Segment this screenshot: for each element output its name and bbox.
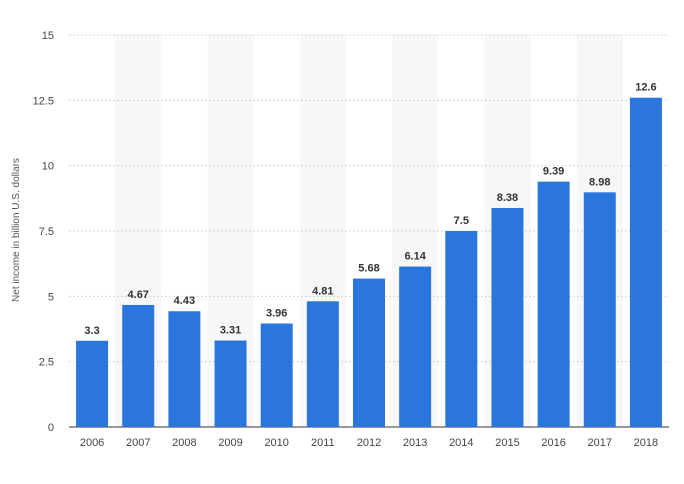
y-axis-ticks: 0 2.5 5 7.5 10 12.5 15 xyxy=(33,30,54,434)
y-axis-title: Net income in billion U.S. dollars xyxy=(11,158,22,302)
bar xyxy=(629,97,662,427)
bar xyxy=(445,231,478,427)
data-label: 4.81 xyxy=(312,285,333,297)
y-tick-label: 15 xyxy=(42,30,54,42)
x-tick-label: 2007 xyxy=(126,437,150,449)
y-tick-label: 7.5 xyxy=(39,226,54,238)
x-tick-label: 2018 xyxy=(634,437,658,449)
y-tick-label: 5 xyxy=(48,291,54,303)
bar xyxy=(76,340,109,427)
x-tick-label: 2014 xyxy=(449,437,473,449)
x-tick-label: 2006 xyxy=(80,437,104,449)
x-tick-label: 2017 xyxy=(588,437,612,449)
data-label: 3.3 xyxy=(84,325,99,337)
y-tick-label: 10 xyxy=(42,161,54,173)
data-label: 6.14 xyxy=(404,251,426,263)
data-label: 8.98 xyxy=(589,176,610,188)
bar xyxy=(399,266,432,427)
x-tick-label: 2008 xyxy=(172,437,196,449)
x-tick-label: 2011 xyxy=(311,437,335,449)
y-tick-label: 0 xyxy=(48,422,54,434)
bar xyxy=(583,192,616,427)
bar xyxy=(260,323,293,427)
data-label: 4.43 xyxy=(174,295,195,307)
bar xyxy=(491,208,524,427)
data-label: 3.31 xyxy=(220,324,241,336)
bar xyxy=(168,311,201,427)
bar xyxy=(306,301,339,427)
x-axis-ticks: 2006 2007 2008 2009 2010 2011 2012 2013 2014 2015… xyxy=(80,437,658,449)
data-label: 5.68 xyxy=(358,263,379,275)
bar xyxy=(353,278,385,427)
x-tick-label: 2010 xyxy=(264,437,288,449)
data-label: 3.96 xyxy=(266,308,287,320)
x-tick-label: 2016 xyxy=(541,437,565,449)
x-tick-label: 2013 xyxy=(403,437,427,449)
bar xyxy=(214,340,247,427)
bars xyxy=(76,97,662,427)
x-tick-label: 2015 xyxy=(495,437,519,449)
x-tick-label: 2009 xyxy=(218,437,242,449)
data-label: 4.67 xyxy=(128,289,149,301)
y-tick-label: 12.5 xyxy=(33,95,54,107)
data-label: 9.39 xyxy=(543,166,564,178)
data-label: 12.6 xyxy=(635,82,656,94)
data-label: 8.38 xyxy=(497,192,518,204)
data-label: 7.5 xyxy=(454,215,469,227)
bar xyxy=(537,181,570,427)
data-labels: 3.3 4.67 4.43 3.31 3.96 4.81 5.68 6.14 7.5 8.38 9.… xyxy=(84,82,656,337)
x-tick-label: 2012 xyxy=(357,437,381,449)
bar xyxy=(122,304,155,427)
y-tick-label: 2.5 xyxy=(39,357,54,369)
